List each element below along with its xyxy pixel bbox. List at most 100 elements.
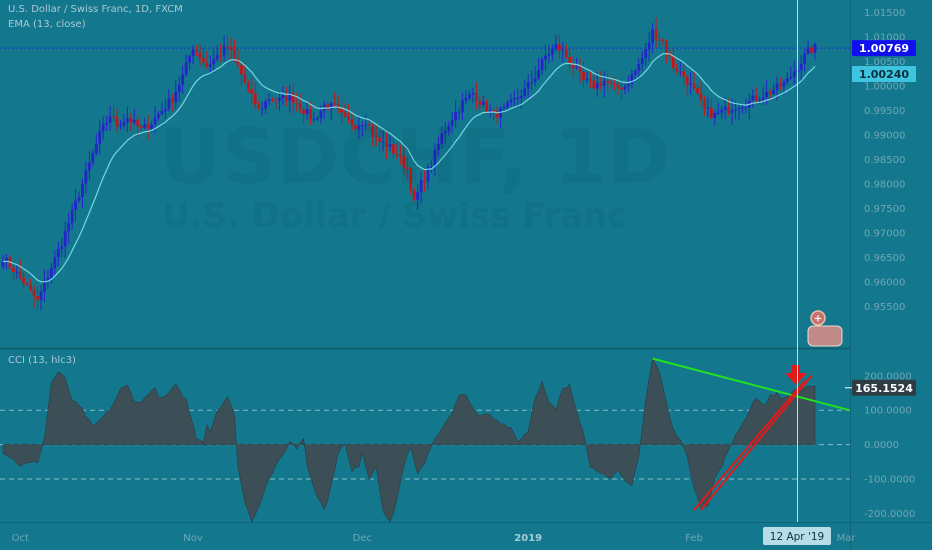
candle-body [129, 118, 133, 123]
candle-body [723, 106, 727, 110]
candle-body [803, 53, 807, 64]
candle-body [18, 271, 22, 278]
candle-body [775, 83, 779, 91]
candle-body [751, 95, 755, 101]
candle-body [799, 63, 803, 71]
candle-body [281, 95, 285, 98]
candle-body [554, 44, 558, 49]
price-tick-label: 0.98500 [864, 155, 905, 166]
candle-body [474, 93, 478, 102]
candle-body [640, 57, 644, 64]
candle-body [11, 267, 15, 273]
candle-body [447, 125, 451, 132]
candle-body [70, 209, 74, 224]
candle-body [74, 200, 77, 210]
price-pane[interactable] [1, 17, 817, 311]
time-tick-label: Oct [12, 533, 29, 544]
candle-body [343, 112, 347, 117]
candle-body [685, 76, 689, 85]
candle-body [81, 183, 84, 197]
candle-body [326, 104, 330, 110]
candle-body [658, 39, 661, 41]
candle-body [633, 70, 637, 75]
candle-body [564, 49, 568, 58]
candle-body [56, 249, 60, 258]
candle-body [609, 82, 613, 84]
candle-body [226, 46, 229, 48]
candle-body [792, 71, 796, 77]
price-tick-label: 0.95500 [864, 302, 905, 313]
candle-body [402, 155, 406, 168]
candle-body [177, 84, 181, 92]
candle-body [167, 98, 171, 109]
cci-pane[interactable] [2, 357, 816, 523]
candle-body [122, 121, 126, 126]
symbol-title[interactable]: U.S. Dollar / Swiss Franc, 1D, FXCM [8, 4, 183, 15]
price-tick-label: 1.01000 [864, 32, 905, 43]
last-price-badge-text: 1.00769 [859, 42, 909, 55]
price-tick-label: 0.99500 [864, 106, 905, 117]
cci-tick-label: -200.0000 [864, 509, 915, 520]
candle-body [578, 66, 582, 72]
candle-body [146, 124, 150, 129]
candle-body [46, 277, 50, 282]
overlays: +1.00769 1.00240 165.1524 12 Apr '19 [652, 0, 916, 545]
candle-body [616, 84, 620, 88]
candle-body [257, 104, 261, 109]
candle-body [49, 268, 53, 278]
cci-legend[interactable]: CCI (13, hlc3) [8, 355, 76, 366]
candle-body [585, 79, 589, 81]
candle-body [181, 74, 185, 85]
candle-body [264, 101, 268, 109]
candle-body [302, 109, 306, 115]
candle-body [468, 94, 471, 98]
candle-body [236, 58, 240, 65]
candle-body [115, 117, 119, 127]
candle-body [436, 144, 440, 151]
time-tick-label: Feb [685, 533, 703, 544]
candle-body [87, 162, 91, 171]
candle-body [153, 117, 157, 125]
ema-legend[interactable]: EMA (13, close) [8, 19, 86, 30]
candle-body [385, 141, 388, 147]
candle-body [623, 86, 627, 90]
candle-body [405, 167, 409, 170]
candle-body [291, 92, 295, 103]
candle-body [720, 109, 724, 113]
candle-body [537, 70, 540, 79]
candle-body [336, 104, 340, 109]
candle-body [63, 231, 67, 247]
candle-body [316, 118, 319, 120]
candle-body [671, 56, 675, 69]
candle-body [60, 246, 64, 250]
candle-body [53, 257, 57, 269]
price-tick-label: 1.00500 [864, 57, 905, 68]
candle-body [709, 107, 713, 118]
candle-body [550, 48, 554, 55]
candle-body [409, 169, 413, 191]
candle-body [516, 97, 520, 99]
candle-body [492, 110, 496, 112]
axes: 1.01500 1.01000 1.00500 1.00000 0.99500 0.990… [12, 8, 916, 544]
time-tick-label: Nov [183, 533, 203, 544]
candle-body [499, 108, 502, 118]
candle-body [132, 119, 136, 123]
candle-body [174, 91, 178, 102]
candle-body [582, 71, 585, 80]
candle-body [678, 71, 682, 73]
candle-body [198, 52, 202, 59]
event-plus-icon: + [814, 314, 822, 325]
price-tick-label: 0.98000 [864, 179, 905, 190]
candle-body [347, 116, 350, 120]
candle-body [67, 223, 71, 232]
candle-body [150, 124, 153, 129]
candle-body [589, 79, 592, 81]
candle-body [188, 56, 191, 63]
candle-body [39, 291, 43, 300]
cci-tick-label: 100.0000 [864, 406, 912, 417]
candle-body [599, 82, 603, 86]
crosshair-date-text: 12 Apr '19 [770, 531, 824, 543]
candle-body [364, 124, 368, 126]
candle-body [544, 55, 547, 60]
